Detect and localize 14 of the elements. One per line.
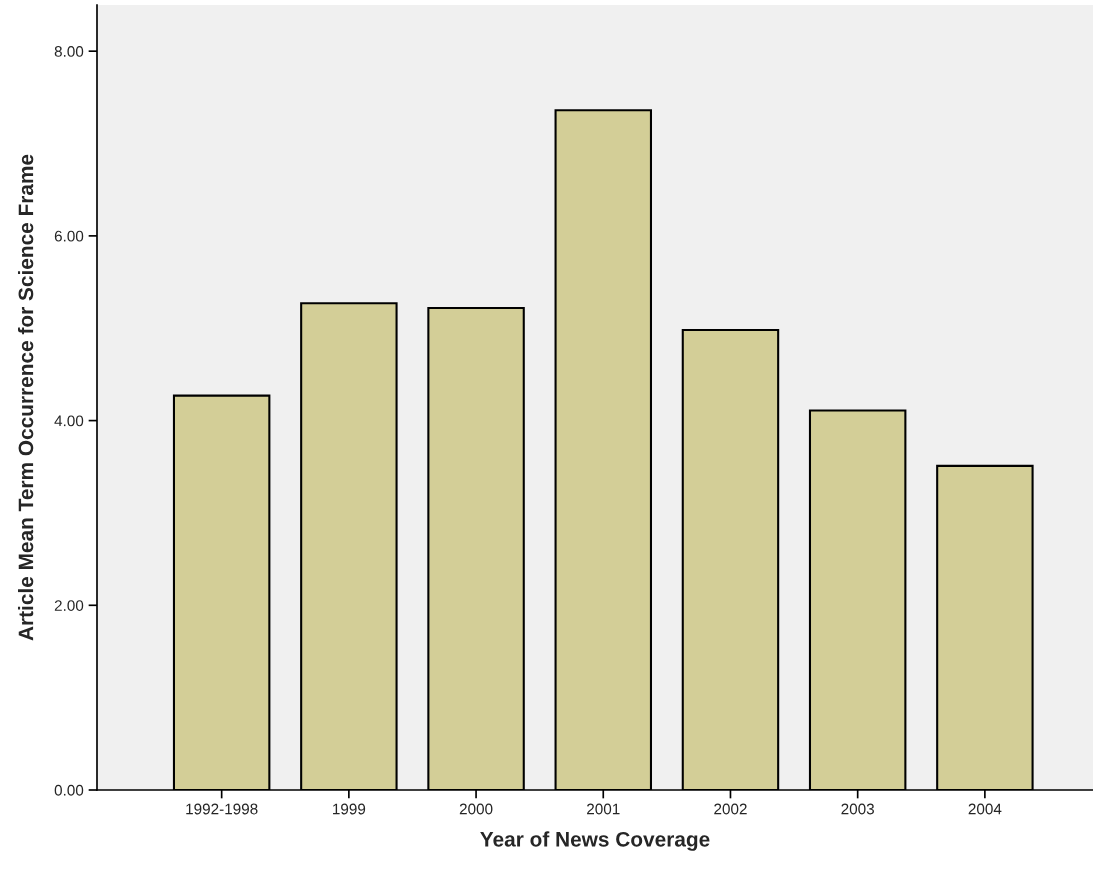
x-axis-title: Year of News Coverage bbox=[480, 831, 710, 851]
y-tick-label: 8.00 bbox=[54, 46, 84, 57]
x-tick-label: 2003 bbox=[841, 803, 874, 815]
y-axis-title: Article Mean Term Occurrence for Science Frame bbox=[17, 154, 34, 641]
x-tick-label: 2004 bbox=[968, 803, 1002, 815]
x-tick-label: 2001 bbox=[587, 803, 620, 815]
y-tick-label: 0.00 bbox=[54, 784, 84, 796]
x-tick-label: 2002 bbox=[714, 803, 747, 815]
y-tick-label: 4.00 bbox=[54, 415, 84, 427]
x-tick-label: 2000 bbox=[459, 803, 493, 815]
x-tick-label: 1992-1998 bbox=[186, 803, 258, 815]
x-tick-label: 1999 bbox=[333, 803, 366, 815]
y-tick-label: 6.00 bbox=[54, 230, 84, 242]
y-tick-label: 2.00 bbox=[54, 600, 84, 611]
